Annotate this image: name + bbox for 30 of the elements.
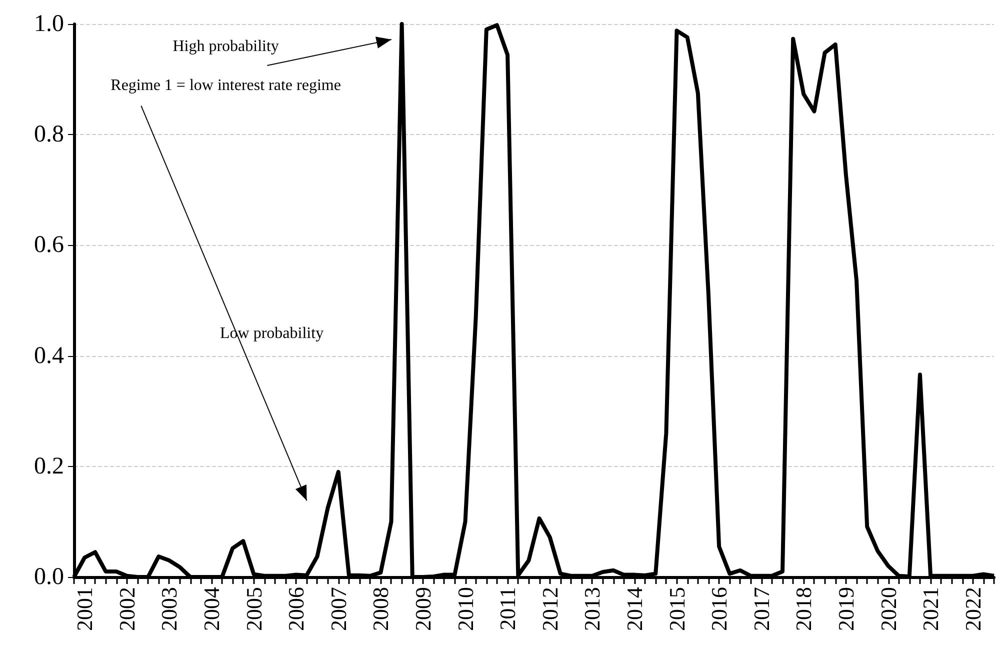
x-tick-label: 2014 [622,587,647,631]
x-tick-label: 2010 [452,587,478,631]
x-tick-label: 2012 [537,587,562,631]
x-tick-label: 2003 [156,587,182,631]
x-tick-label: 2019 [833,587,858,631]
x-tick-label: 2021 [918,587,944,631]
y-tick-label: 0.8 [34,122,64,148]
x-tick-label: 2022 [960,587,986,631]
x-tick-label: 2008 [368,587,394,631]
annotation: High probability [172,38,279,56]
x-tick-label: 2006 [284,587,309,631]
y-tick-label: 0.0 [34,564,64,590]
x-tick-label: 2002 [114,587,140,631]
x-tick-label: 2001 [72,587,98,631]
x-tick-label: 2009 [410,587,436,631]
annotation: Regime 1 = low interest rate regime [110,76,341,95]
x-tick-label: 2007 [326,587,351,631]
x-tick-label: 2020 [876,587,901,631]
x-tick-label: 2017 [748,587,774,631]
y-tick-label: 0.2 [34,453,64,480]
y-tick-label: 0.4 [34,342,64,369]
x-tick-label: 2005 [241,587,266,631]
x-tick-label: 2015 [664,587,690,631]
x-tick-label: 2004 [198,587,224,631]
y-tick-label: 1.0 [34,11,64,37]
y-tick-label: 0.6 [34,232,64,258]
x-tick-label: 2018 [791,587,816,631]
x-tick-label: 2013 [580,587,605,631]
x-tick-label: 2011 [495,587,520,630]
x-tick-label: 2016 [706,587,732,631]
